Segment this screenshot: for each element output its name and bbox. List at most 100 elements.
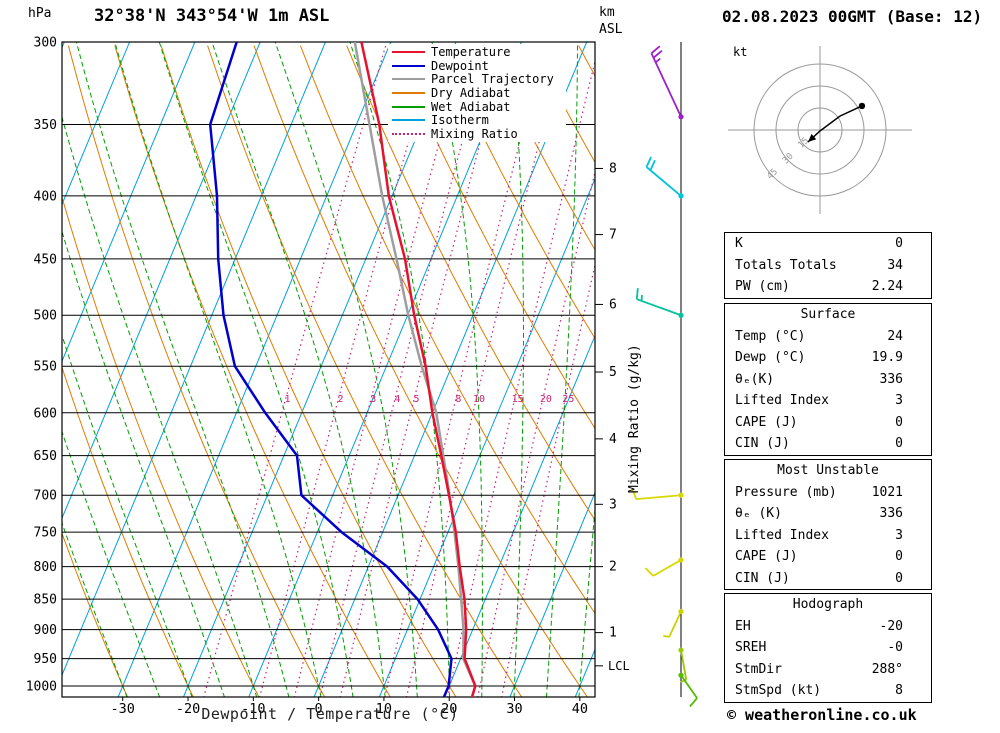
pressure-tick-label: 400 <box>34 189 57 204</box>
pressure-tick-label: 1000 <box>26 680 57 695</box>
temp-tick-label: 40 <box>572 701 588 717</box>
legend: Temperature Dewpoint Parcel Trajectory Dry … <box>388 44 566 142</box>
km-tick-label: 7 <box>609 228 617 243</box>
legend-item: Parcel Trajectory <box>388 72 566 86</box>
pressure-tick-label: 550 <box>34 360 57 375</box>
legend-item-label: Temperature <box>431 44 511 59</box>
hodograph-ring-label: 45 <box>765 167 780 182</box>
mixing-ratio-value-label: 3 <box>370 394 376 405</box>
stat-value: 288° <box>871 661 903 677</box>
dewpoint-curve <box>208 42 453 697</box>
table-row: StmSpd (kt) 8 <box>725 680 931 702</box>
mixing-ratio-value-label: 15 <box>512 394 524 405</box>
km-tick-label: 2 <box>609 560 617 575</box>
pressure-tick-label: 800 <box>34 560 57 575</box>
stat-label: Dewp (°C) <box>735 350 806 365</box>
stat-label: CIN (J) <box>735 570 790 586</box>
mixing-ratio-value-label: 10 <box>473 394 485 405</box>
legend-item: Mixing Ratio <box>388 127 566 141</box>
isotherm-lines <box>62 42 595 697</box>
stat-value: 0 <box>895 570 903 586</box>
table-row: CAPE (J) 0 <box>725 546 931 568</box>
height-axis-label: km ASL <box>599 4 622 38</box>
stat-value: 24 <box>887 328 903 344</box>
stat-value: 0 <box>895 414 903 430</box>
parcel-trajectory-curve <box>353 42 477 697</box>
stat-label: SREH <box>735 640 767 655</box>
x-axis-title: Dewpoint / Temperature (°C) <box>201 705 459 723</box>
table-row: Lifted Index 3 <box>725 390 931 412</box>
table-row: CIN (J) 0 <box>725 433 931 455</box>
dry-adiabat-lines <box>62 45 595 697</box>
table-row: θₑ (K) 336 <box>725 503 931 525</box>
stat-value: 8 <box>895 683 903 698</box>
mixing-ratio-value-label: 5 <box>414 394 420 405</box>
wind-barb <box>645 156 684 199</box>
legend-line-sample <box>392 132 425 135</box>
wind-barb <box>663 608 684 638</box>
stat-value: -20 <box>879 618 903 634</box>
legend-item: Wet Adiabat <box>388 100 566 114</box>
pressure-axis-unit: hPa <box>28 6 52 21</box>
stat-value: -0 <box>887 640 903 655</box>
pressure-tick-label: 500 <box>34 309 57 324</box>
legend-item-label: Dry Adiabat <box>431 85 511 100</box>
table-row: Temp (°C) 24 <box>725 326 931 348</box>
stat-value: 0 <box>895 549 903 564</box>
stat-label: Lifted Index <box>735 527 829 543</box>
pressure-tick-label: 450 <box>34 252 57 267</box>
km-tick-label: 4 <box>609 432 617 447</box>
wind-barb <box>644 557 684 577</box>
mixing-ratio-labels: 1 2 3 4 5 8 10 15 20 25 <box>284 394 574 405</box>
temp-tick-label: -10 <box>241 701 265 717</box>
legend-line-sample <box>392 105 425 108</box>
pressure-tick-label: 600 <box>34 406 57 421</box>
stat-label: PW (cm) <box>735 279 790 294</box>
km-tick-label: 6 <box>609 297 617 312</box>
stat-value: 336 <box>879 371 903 387</box>
hodograph-ring-label: 15 <box>796 136 811 151</box>
mixing-ratio-axis-label: Mixing Ratio (g/kg) <box>627 344 642 493</box>
stat-value: 336 <box>879 506 903 521</box>
legend-item-label: Mixing Ratio <box>431 126 518 141</box>
stat-label: Lifted Index <box>735 393 829 408</box>
table-row: CAPE (J) 0 <box>725 412 931 434</box>
stat-label: CAPE (J) <box>735 414 798 430</box>
pressure-tick-label: 300 <box>34 36 57 51</box>
legend-item: Dewpoint <box>388 59 566 73</box>
lcl-label: LCL <box>608 659 630 673</box>
legend-item: Temperature <box>388 45 566 59</box>
stat-value: 2.24 <box>871 279 903 294</box>
table-row: CIN (J) 0 <box>725 568 931 590</box>
legend-line-sample <box>392 64 425 67</box>
mixing-ratio-value-label: 1 <box>284 394 290 405</box>
stat-value: 3 <box>895 527 903 543</box>
mixing-ratio-value-label: 4 <box>394 394 400 405</box>
wind-barb <box>635 288 684 318</box>
stat-label: CIN (J) <box>735 436 790 451</box>
table-row: SREH -0 <box>725 637 931 659</box>
pressure-tick-label: 750 <box>34 526 57 541</box>
km-ticks: 1 2 3 4 5 6 7 8 LCL <box>595 161 630 673</box>
legend-line-sample <box>392 91 425 94</box>
legend-line-sample <box>392 119 425 122</box>
temperature-tick-labels: -30 -20 -10 0 10 20 30 40 <box>111 697 588 717</box>
table-header: Hodograph <box>792 597 864 612</box>
legend-item-label: Wet Adiabat <box>431 99 511 114</box>
legend-line-sample <box>392 50 425 53</box>
pressure-tick-label: 350 <box>34 118 57 133</box>
hodograph-table: Hodograph EH -20 SREH -0 StmDir 288° StmSpd (kt… <box>724 593 932 703</box>
mixing-ratio-value-label: 20 <box>540 394 552 405</box>
pressure-tick-label: 650 <box>34 449 57 464</box>
km-tick-label: 1 <box>609 626 617 641</box>
stat-label: θₑ(K) <box>735 371 775 387</box>
stat-label: EH <box>735 618 751 634</box>
wind-barb <box>650 45 684 120</box>
stat-value: 0 <box>895 436 903 451</box>
stat-value: 0 <box>895 236 903 251</box>
legend-item-label: Isotherm <box>431 113 489 128</box>
legend-line-sample <box>392 78 425 81</box>
pressure-tick-label: 700 <box>34 489 57 504</box>
pressure-tick-label: 950 <box>34 652 57 667</box>
